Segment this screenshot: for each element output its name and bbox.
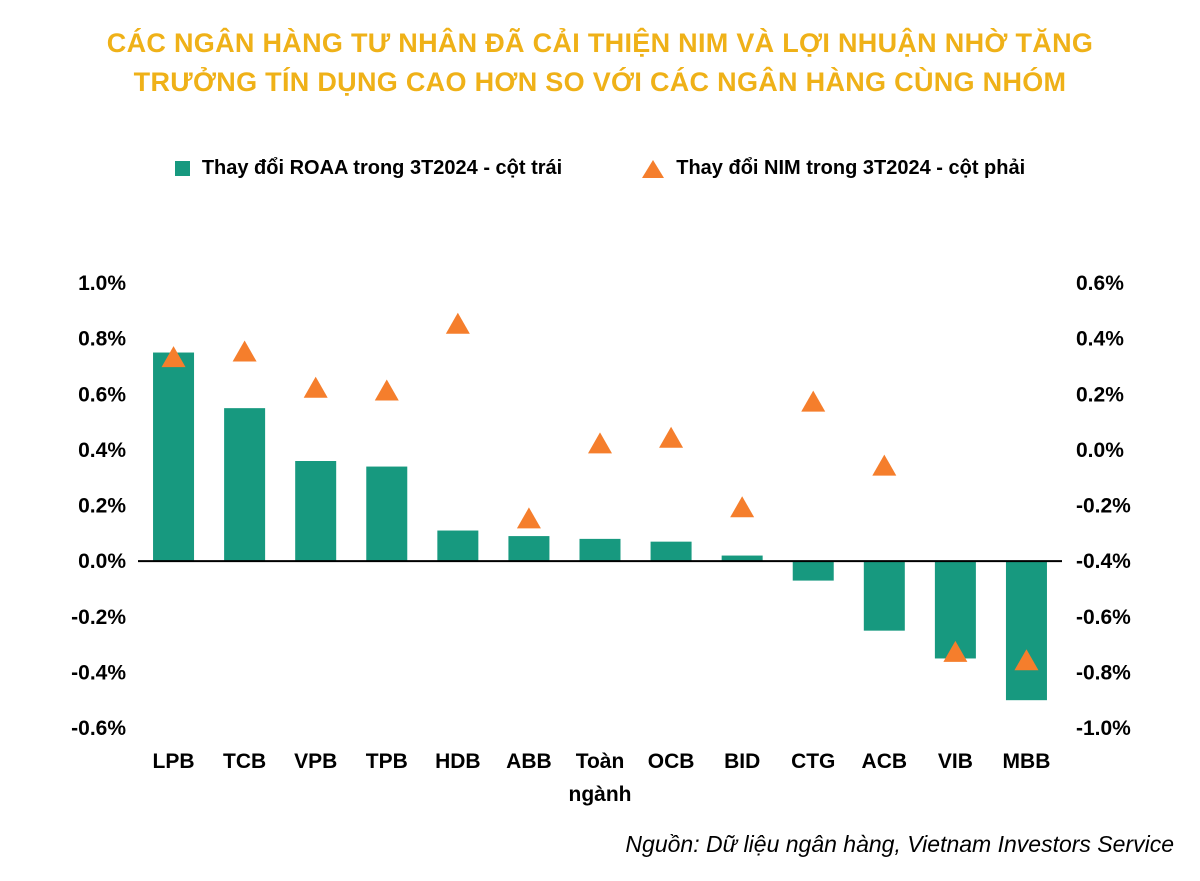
x-axis-label: MBB	[1003, 750, 1051, 773]
source-note: Nguồn: Dữ liệu ngân hàng, Vietnam Invest…	[625, 831, 1174, 857]
bar-toàn-ngành	[579, 538, 621, 562]
bar-acb	[863, 561, 905, 631]
legend-item-roaa: Thay đổi ROAA trong 3T2024 - cột trái	[174, 157, 563, 180]
x-axis-label: CTG	[791, 750, 835, 773]
triangle-tcb	[232, 340, 257, 362]
x-axis-label: ABB	[506, 750, 552, 773]
title-line-1: CÁC NGÂN HÀNG TƯ NHÂN ĐÃ CẢI THIỆN NIM V…	[106, 28, 1094, 58]
bar-ocb	[650, 541, 692, 562]
right-axis-tick: -0.6%	[1076, 606, 1131, 629]
triangle-mbb	[1014, 649, 1039, 671]
triangle-ocb	[659, 426, 684, 448]
bar-ctg	[792, 561, 834, 581]
triangle-vib	[943, 640, 968, 662]
x-axis-label: ACB	[862, 750, 908, 773]
right-axis-tick: 0.4%	[1076, 328, 1124, 351]
legend-label-nim: Thay đổi NIM trong 3T2024 - cột phải	[676, 157, 1026, 179]
left-axis-tick: 0.2%	[78, 495, 126, 518]
legend-label-roaa: Thay đổi ROAA trong 3T2024 - cột trái	[201, 157, 563, 179]
x-axis-label: VIB	[938, 750, 973, 773]
bar-tpb	[366, 466, 408, 562]
left-axis-tick: 0.4%	[78, 439, 126, 462]
x-axis-label: BID	[724, 750, 760, 773]
bar-lpb	[153, 352, 195, 562]
triangle-vpb	[303, 376, 328, 398]
left-axis-tick: 0.8%	[78, 328, 126, 351]
legend-item-nim: Thay đổi NIM trong 3T2024 - cột phải	[642, 157, 1025, 180]
right-axis-tick: 0.6%	[1076, 272, 1124, 295]
bar-bid	[721, 555, 763, 562]
triangle-hdb	[445, 312, 470, 334]
triangle-acb	[872, 454, 897, 476]
triangle-toàn-ngành	[588, 432, 612, 454]
bar-mbb	[1005, 561, 1047, 701]
chart-title: CÁC NGÂN HÀNG TƯ NHÂN ĐÃ CẢI THIỆN NIM V…	[0, 24, 1200, 102]
bar-vpb	[295, 461, 337, 562]
left-axis-tick: 1.0%	[78, 272, 126, 295]
right-axis-tick: -0.8%	[1076, 661, 1131, 684]
left-axis-tick: 0.0%	[78, 550, 126, 573]
triangle-lpb	[161, 346, 186, 368]
triangle-ctg	[801, 390, 826, 412]
x-axis-label: Toàn ngành	[569, 750, 632, 806]
left-axis-tick: -0.4%	[71, 661, 126, 684]
x-axis-label: VPB	[294, 750, 337, 773]
triangle-abb	[516, 507, 541, 529]
x-axis-label: HDB	[435, 750, 481, 773]
left-axis-tick: 0.6%	[78, 383, 126, 406]
left-axis-tick: -0.6%	[71, 717, 126, 740]
right-axis-tick: -0.2%	[1076, 495, 1131, 518]
bar-tcb	[224, 408, 266, 562]
right-axis-tick: -1.0%	[1076, 717, 1131, 740]
right-axis-tick: 0.2%	[1076, 383, 1124, 406]
left-axis-tick: -0.2%	[71, 606, 126, 629]
chart-legend: Thay đổi ROAA trong 3T2024 - cột trái Th…	[0, 157, 1200, 180]
triangle-tpb	[374, 379, 399, 401]
x-axis-label: TPB	[366, 750, 408, 773]
legend-triangle-marker-icon	[642, 159, 665, 178]
x-axis-label: TCB	[223, 750, 266, 773]
right-axis-tick: -0.4%	[1076, 550, 1131, 573]
right-axis-tick: 0.0%	[1076, 439, 1124, 462]
bar-abb	[508, 536, 550, 562]
bar-hdb	[437, 530, 479, 562]
title-line-2: TRƯỞNG TÍN DỤNG CAO HƠN SO VỚI CÁC NGÂN …	[133, 67, 1067, 98]
legend-square-marker-icon	[174, 161, 190, 176]
x-axis-label: OCB	[648, 750, 695, 773]
x-axis-label: LPB	[153, 750, 195, 773]
triangle-bid	[730, 496, 755, 518]
